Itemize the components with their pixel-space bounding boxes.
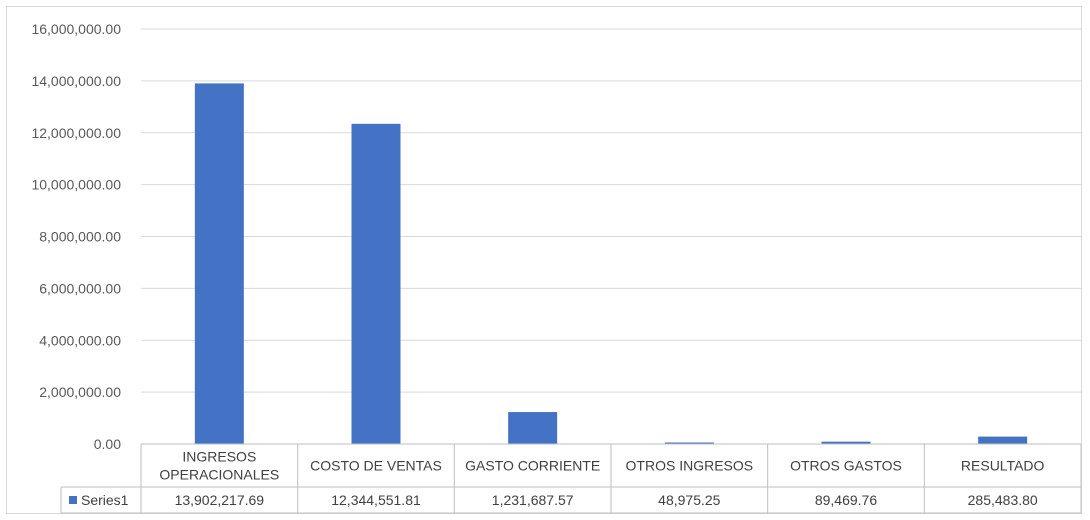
- bar: [508, 412, 558, 444]
- y-tick-label: 4,000,000.00: [39, 332, 121, 348]
- legend-series-name: Series1: [81, 492, 129, 508]
- bar: [664, 442, 714, 444]
- bars: [194, 83, 1028, 445]
- y-tick-label: 10,000,000.00: [31, 177, 121, 193]
- data-table-value: 12,344,551.81: [331, 492, 421, 508]
- y-tick-label: 2,000,000.00: [39, 384, 121, 400]
- data-table-value: 48,975.25: [658, 492, 720, 508]
- y-tick-label: 0.00: [94, 436, 121, 452]
- category-label: GASTO CORRIENTE: [465, 458, 600, 474]
- data-table: INGRESOS OPERACIONALES COSTO DE VENTAS GAST…: [60, 443, 1082, 514]
- bar-chart: 0.00 2,000,000.00 4,000,000.00 6,000,000.00…: [31, 21, 1082, 514]
- bar: [821, 441, 871, 444]
- category-label: OTROS GASTOS: [790, 458, 902, 474]
- data-table-value: 89,469.76: [815, 492, 877, 508]
- y-tick-label: 6,000,000.00: [39, 280, 121, 296]
- y-tick-label: 8,000,000.00: [39, 229, 121, 245]
- y-tick-label: 14,000,000.00: [31, 73, 121, 89]
- data-table-value: 285,483.80: [968, 492, 1038, 508]
- data-table-value: 13,902,217.69: [175, 492, 265, 508]
- chart-frame: 0.00 2,000,000.00 4,000,000.00 6,000,000.00…: [6, 6, 1082, 514]
- category-label: OTROS INGRESOS: [626, 458, 754, 474]
- bar: [351, 123, 401, 445]
- gridlines: [141, 28, 1081, 445]
- y-tick-label: 12,000,000.00: [31, 125, 121, 141]
- category-label: INGRESOS: [182, 449, 256, 465]
- bar: [194, 83, 244, 445]
- y-tick-label: 16,000,000.00: [31, 21, 121, 37]
- legend-key: [69, 496, 77, 504]
- category-label: RESULTADO: [961, 458, 1045, 474]
- category-label: OPERACIONALES: [159, 467, 279, 483]
- category-label: COSTO DE VENTAS: [310, 458, 442, 474]
- bar: [978, 436, 1028, 444]
- data-table-value: 1,231,687.57: [492, 492, 574, 508]
- y-axis-ticks: 0.00 2,000,000.00 4,000,000.00 6,000,000.00…: [31, 21, 121, 452]
